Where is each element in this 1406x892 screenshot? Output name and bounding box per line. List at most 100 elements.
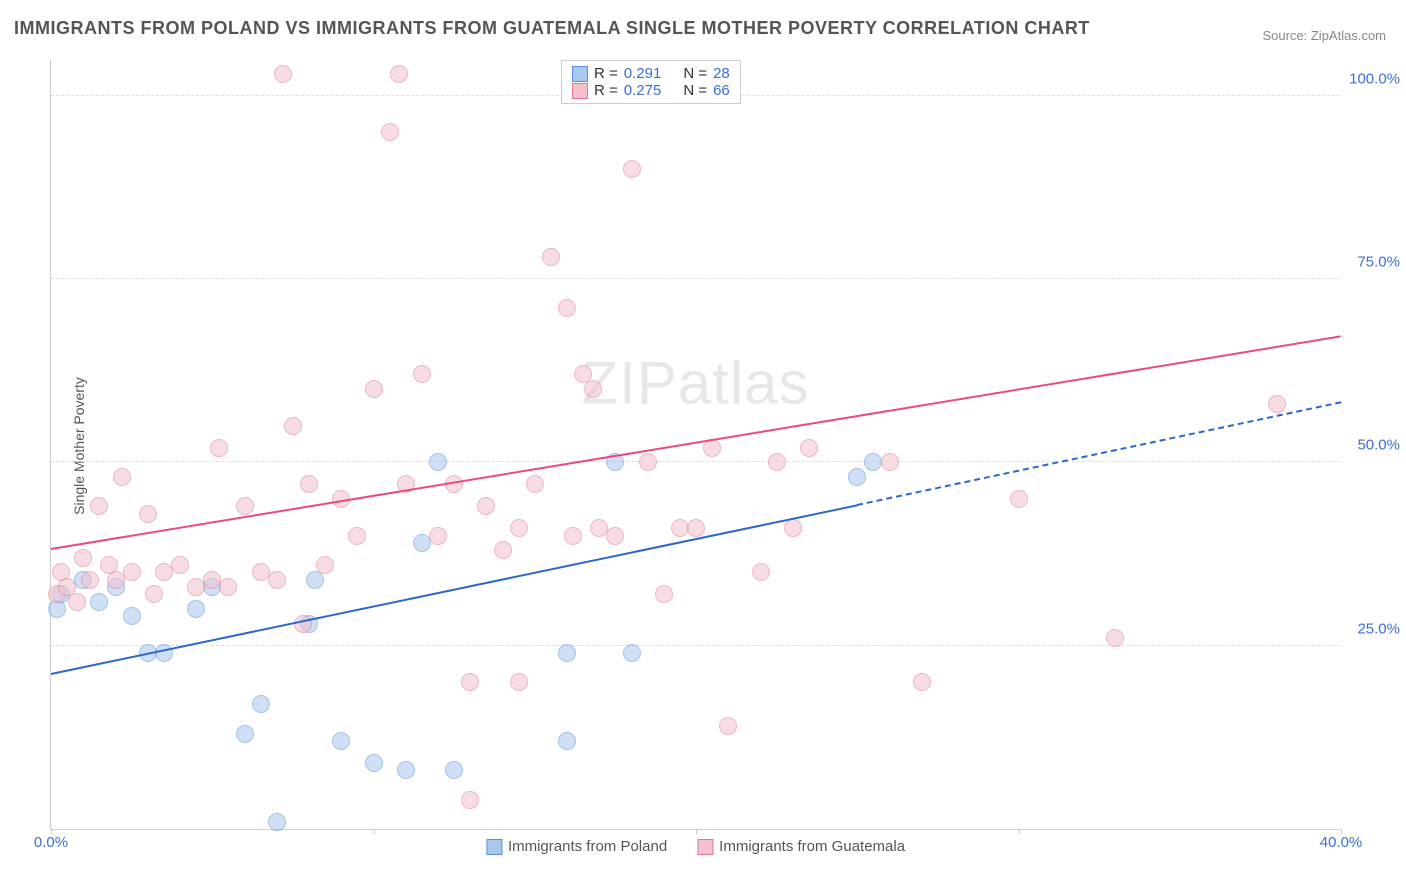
gridline: [51, 645, 1340, 646]
scatter-point: [542, 248, 560, 266]
scatter-point: [381, 123, 399, 141]
trend-line: [857, 402, 1341, 507]
scatter-point: [1010, 490, 1028, 508]
scatter-point: [558, 299, 576, 317]
scatter-point: [564, 527, 582, 545]
scatter-point: [155, 644, 173, 662]
scatter-point: [606, 527, 624, 545]
xtick-label: 40.0%: [1320, 834, 1363, 851]
scatter-point: [623, 644, 641, 662]
series-legend-item: Immigrants from Poland: [486, 838, 667, 855]
scatter-point: [510, 673, 528, 691]
scatter-point: [429, 527, 447, 545]
scatter-point: [284, 417, 302, 435]
scatter-point: [752, 563, 770, 581]
stats-legend: R = 0.291 N = 28R = 0.275 N = 66: [561, 60, 741, 104]
scatter-point: [719, 717, 737, 735]
scatter-point: [300, 475, 318, 493]
plot-area: ZIPatlas 25.0%50.0%75.0%100.0%0.0%40.0%R…: [50, 60, 1340, 830]
legend-swatch: [697, 839, 713, 855]
ytick-label: 25.0%: [1357, 620, 1400, 637]
n-label: N =: [683, 65, 707, 82]
r-label: R =: [594, 65, 618, 82]
scatter-point: [526, 475, 544, 493]
scatter-point: [123, 607, 141, 625]
scatter-point: [145, 585, 163, 603]
scatter-point: [123, 563, 141, 581]
n-value: 66: [713, 82, 730, 99]
scatter-point: [113, 468, 131, 486]
r-value: 0.291: [624, 65, 662, 82]
scatter-point: [445, 761, 463, 779]
xtick-mark: [696, 829, 697, 834]
scatter-point: [461, 673, 479, 691]
scatter-point: [848, 468, 866, 486]
scatter-point: [584, 380, 602, 398]
scatter-point: [252, 695, 270, 713]
scatter-point: [687, 519, 705, 537]
scatter-point: [90, 497, 108, 515]
scatter-point: [268, 813, 286, 831]
r-label: R =: [594, 82, 618, 99]
legend-swatch: [486, 839, 502, 855]
scatter-point: [413, 365, 431, 383]
scatter-point: [477, 497, 495, 515]
scatter-point: [1106, 629, 1124, 647]
scatter-point: [429, 453, 447, 471]
chart-title: IMMIGRANTS FROM POLAND VS IMMIGRANTS FRO…: [14, 18, 1090, 39]
scatter-point: [623, 160, 641, 178]
ytick-label: 50.0%: [1357, 437, 1400, 454]
series-label: Immigrants from Guatemala: [719, 838, 905, 855]
scatter-point: [784, 519, 802, 537]
scatter-point: [461, 791, 479, 809]
scatter-point: [397, 761, 415, 779]
scatter-point: [74, 549, 92, 567]
ytick-label: 100.0%: [1349, 70, 1400, 87]
scatter-point: [348, 527, 366, 545]
gridline: [51, 278, 1340, 279]
series-label: Immigrants from Poland: [508, 838, 667, 855]
scatter-point: [768, 453, 786, 471]
series-legend: Immigrants from Poland Immigrants from Gu…: [486, 838, 905, 855]
scatter-point: [510, 519, 528, 537]
scatter-point: [219, 578, 237, 596]
scatter-point: [390, 65, 408, 83]
xtick-mark: [1019, 829, 1020, 834]
scatter-point: [558, 732, 576, 750]
gridline: [51, 461, 1340, 462]
scatter-point: [365, 380, 383, 398]
stats-legend-row: R =0.275N =66: [572, 82, 730, 99]
scatter-point: [365, 754, 383, 772]
scatter-point: [171, 556, 189, 574]
scatter-point: [316, 556, 334, 574]
scatter-point: [558, 644, 576, 662]
xtick-label: 0.0%: [34, 834, 68, 851]
scatter-point: [68, 593, 86, 611]
n-value: 28: [713, 65, 730, 82]
scatter-point: [90, 593, 108, 611]
stats-legend-row: R = 0.291 N = 28: [572, 65, 730, 82]
ytick-label: 75.0%: [1357, 254, 1400, 271]
scatter-point: [1268, 395, 1286, 413]
xtick-mark: [374, 829, 375, 834]
scatter-point: [268, 571, 286, 589]
scatter-point: [81, 571, 99, 589]
legend-swatch: [572, 66, 588, 82]
scatter-point: [494, 541, 512, 559]
scatter-point: [210, 439, 228, 457]
scatter-point: [274, 65, 292, 83]
scatter-point: [332, 732, 350, 750]
watermark: ZIPatlas: [581, 348, 809, 417]
legend-swatch: [572, 83, 588, 99]
scatter-point: [139, 505, 157, 523]
scatter-point: [236, 497, 254, 515]
scatter-point: [187, 600, 205, 618]
scatter-point: [913, 673, 931, 691]
scatter-point: [236, 725, 254, 743]
series-legend-item: Immigrants from Guatemala: [697, 838, 905, 855]
scatter-point: [881, 453, 899, 471]
r-value: 0.275: [624, 82, 662, 99]
scatter-point: [800, 439, 818, 457]
scatter-point: [655, 585, 673, 603]
source-label: Source: ZipAtlas.com: [1262, 28, 1386, 43]
